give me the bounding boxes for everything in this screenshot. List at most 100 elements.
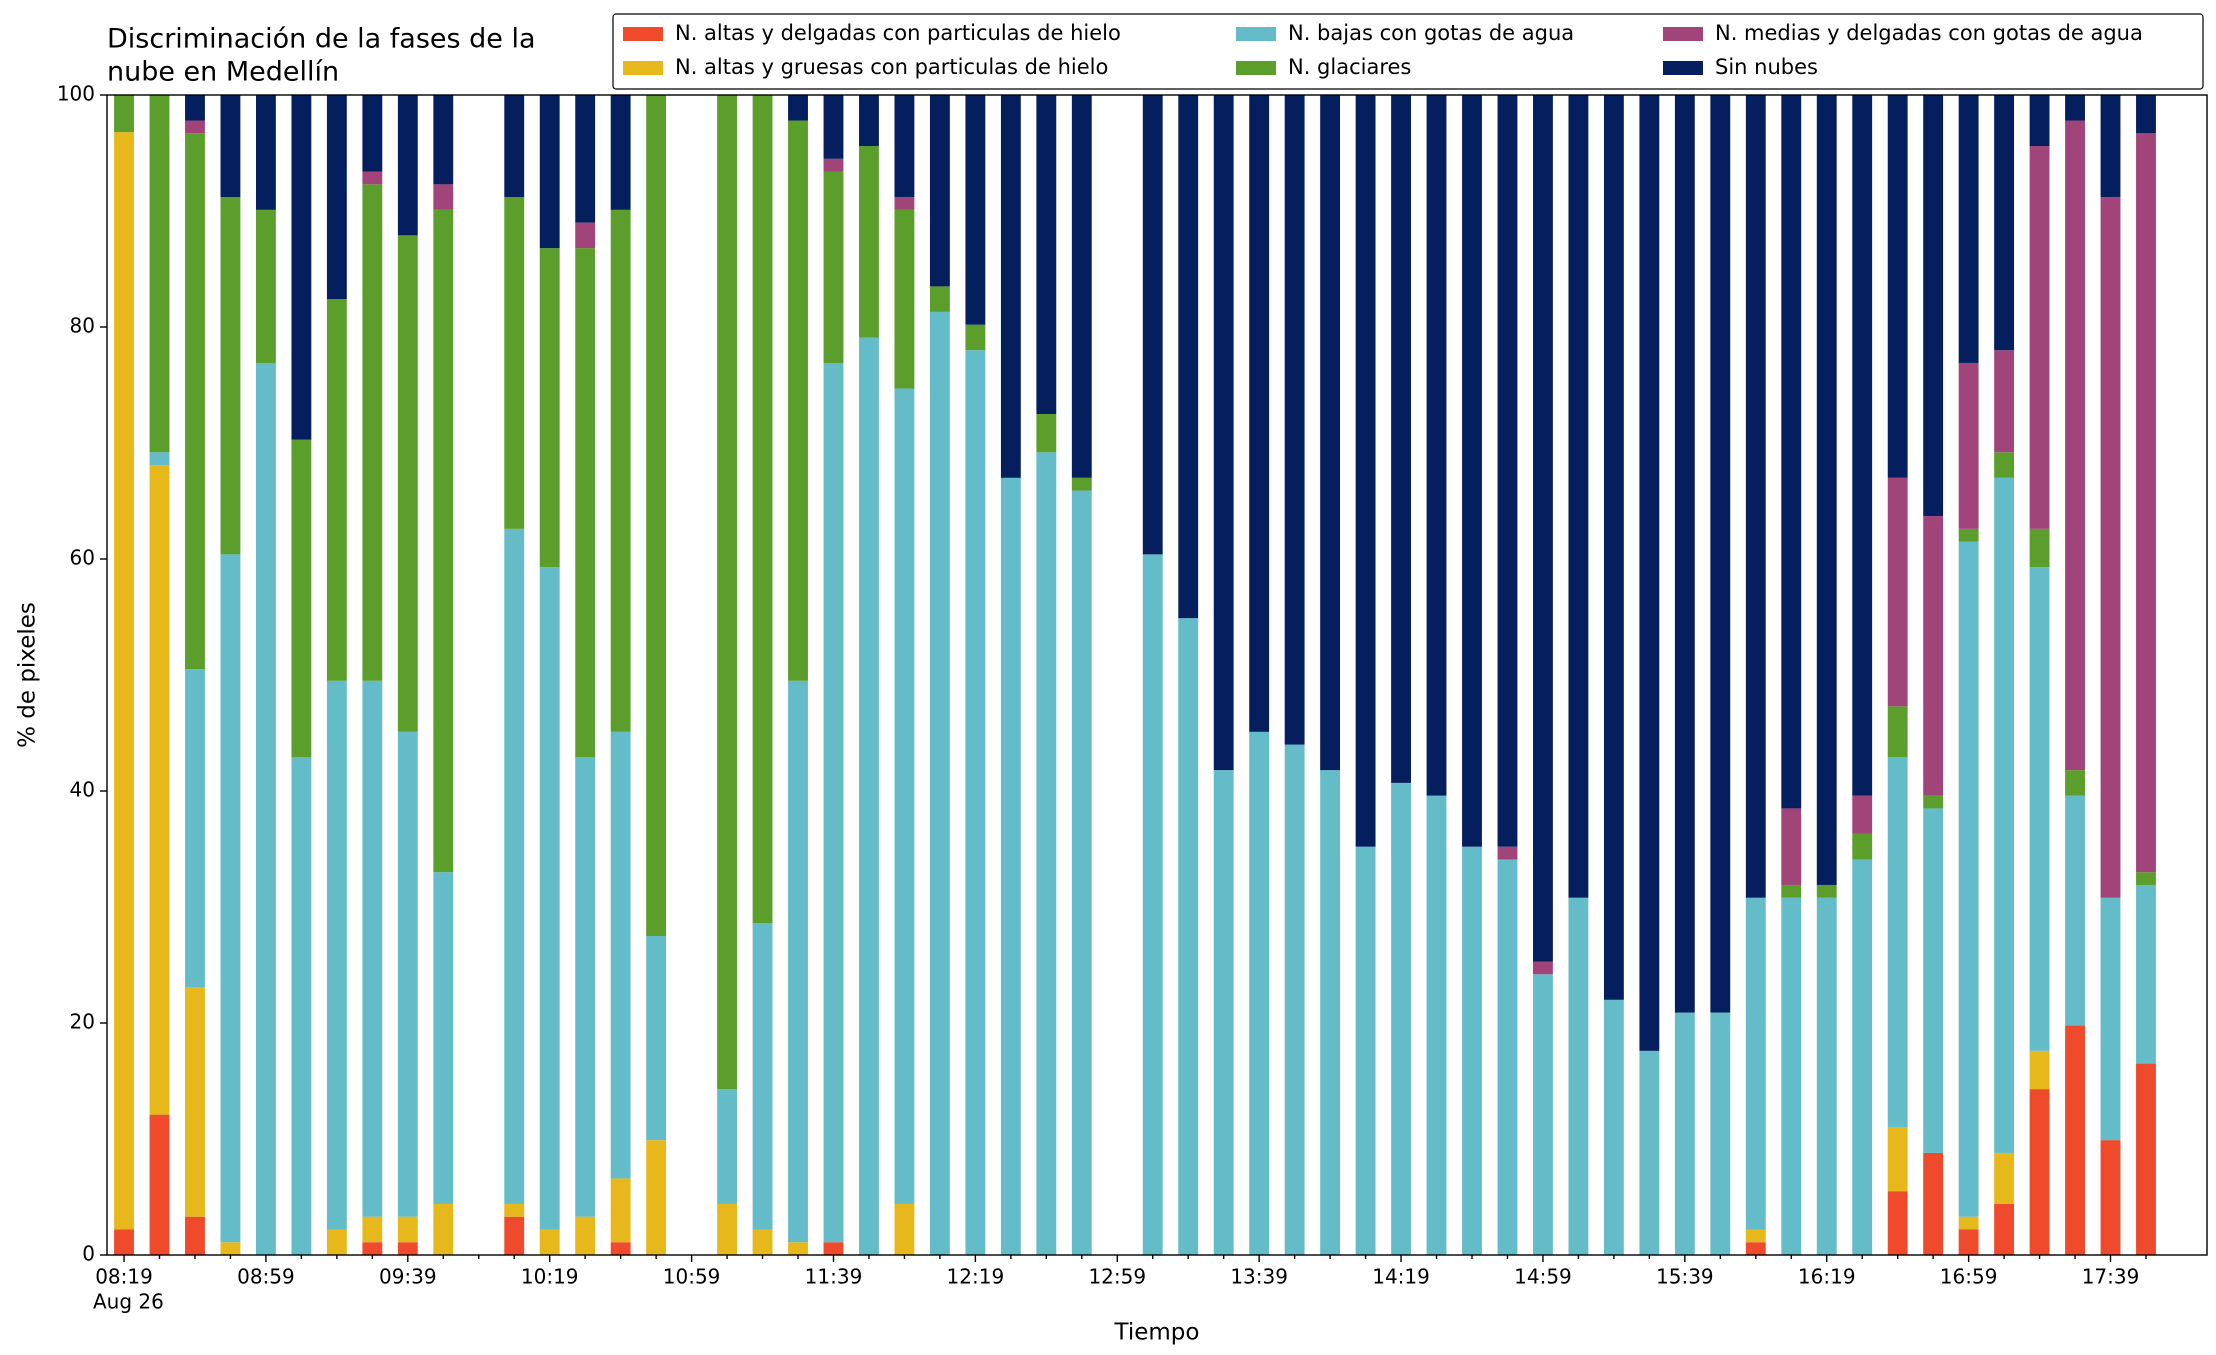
bar-segment [433, 872, 454, 1204]
bar-segment [1320, 95, 1341, 771]
bar-segment [362, 171, 383, 185]
bar-segment [1674, 95, 1695, 1013]
x-tick-label: 10:19 [521, 1265, 579, 1289]
bar-segment [1958, 362, 1979, 529]
bar-segment [2065, 1025, 2085, 1255]
bar-segment [1249, 731, 1270, 1255]
bar-segment [1320, 770, 1341, 1255]
bar-segment [1994, 1203, 2015, 1255]
bar-segment [1568, 897, 1589, 1255]
bar-segment [1639, 1050, 1660, 1255]
bar-segment [1745, 897, 1766, 1230]
bar-segment [2029, 1089, 2050, 1255]
bar-segment [752, 1229, 773, 1255]
bar-segment [2100, 95, 2121, 198]
bar-segment [788, 680, 808, 1243]
bar-segment [539, 95, 560, 249]
bar-segment [823, 171, 844, 363]
x-tick-label: 09:39 [379, 1265, 437, 1289]
bar-segment [575, 248, 596, 758]
bar-segment [575, 95, 596, 223]
bar-segment [2100, 197, 2121, 898]
bar-segment [1036, 452, 1057, 1255]
legend-swatch [623, 61, 663, 75]
bar-segment [2029, 146, 2050, 529]
bar-segment [326, 299, 347, 681]
bar-segment [1781, 95, 1802, 809]
bar-segment [1071, 477, 1092, 491]
x-tick-label: 17:39 [2082, 1265, 2140, 1289]
bar-segment [220, 554, 241, 1243]
bar-segment [504, 197, 525, 529]
bar-segment [894, 388, 915, 1204]
y-tick-label: 40 [70, 778, 95, 802]
bar-segment [185, 133, 205, 670]
legend-box [612, 13, 2204, 90]
bar-segment [1887, 757, 1908, 1128]
bar-segment [610, 731, 631, 1179]
bar-segment [1994, 1152, 2015, 1204]
bar-segment [433, 184, 454, 210]
bar-segment [1142, 95, 1163, 555]
bar-segment [326, 680, 347, 1230]
bar-segment [1852, 833, 1873, 860]
bar-segment [1923, 95, 1944, 517]
bar-segment [1355, 95, 1376, 847]
bar-segment [1816, 897, 1837, 1255]
bar-segment [220, 197, 241, 555]
bar-segment [894, 1203, 915, 1255]
bar-segment [1533, 95, 1553, 962]
bar-segment [362, 184, 383, 681]
bar-segment [1284, 744, 1305, 1255]
bar-segment [1887, 477, 1908, 707]
bar-segment [1958, 528, 1979, 542]
x-tick-label: 12:59 [1088, 1265, 1146, 1289]
bar-segment [965, 95, 986, 325]
bar-segment [894, 95, 915, 198]
bar-segment [326, 1229, 347, 1255]
bar-segment [2136, 133, 2156, 873]
bar-segment [1887, 95, 1908, 478]
bar-segment [1462, 846, 1482, 1255]
bar-segment [788, 1242, 808, 1255]
bar-segment [1178, 95, 1199, 619]
bar-segment [2029, 95, 2050, 147]
bar-segment [717, 95, 737, 1090]
bar-segment [1781, 808, 1802, 885]
bar-segment [1036, 95, 1057, 414]
bar-segment [1816, 95, 1837, 885]
bar-segment [1887, 706, 1908, 758]
bar-segment [1426, 795, 1447, 1255]
bar-segment [1533, 961, 1553, 975]
bar-segment [326, 95, 347, 300]
bar-segment [788, 120, 808, 681]
x-tick-label: 14:19 [1372, 1265, 1430, 1289]
bar-segment [362, 1216, 383, 1243]
bar-segment [504, 1216, 525, 1255]
bar-segment [823, 1242, 844, 1255]
bar-segment [823, 158, 844, 172]
bar-segment [1533, 974, 1553, 1255]
bar-segment [1923, 1152, 1944, 1255]
bar-segment [149, 452, 170, 466]
bar-segment [965, 324, 986, 351]
legend-swatch [1236, 61, 1276, 75]
bar-segment [2136, 872, 2156, 885]
bar-segment [2136, 1063, 2156, 1255]
legend-label: N. glaciares [1288, 55, 1411, 79]
bar-segment [929, 311, 950, 1255]
legend-label: Sin nubes [1715, 55, 1818, 79]
date-label: Aug 26 [93, 1290, 164, 1314]
bar-segment [859, 337, 879, 1255]
bar-segment [646, 1140, 667, 1255]
bar-segment [433, 95, 454, 185]
bar-segment [220, 95, 241, 198]
bar-segment [433, 209, 454, 873]
chart-title: nube en Medellín [107, 57, 339, 88]
bar-segment [1426, 95, 1447, 796]
bar-segment [1000, 477, 1021, 1255]
x-tick-label: 13:39 [1230, 1265, 1288, 1289]
bar-segment [1852, 795, 1873, 834]
bar-segment [149, 1114, 170, 1255]
bar-segment [1036, 414, 1057, 453]
